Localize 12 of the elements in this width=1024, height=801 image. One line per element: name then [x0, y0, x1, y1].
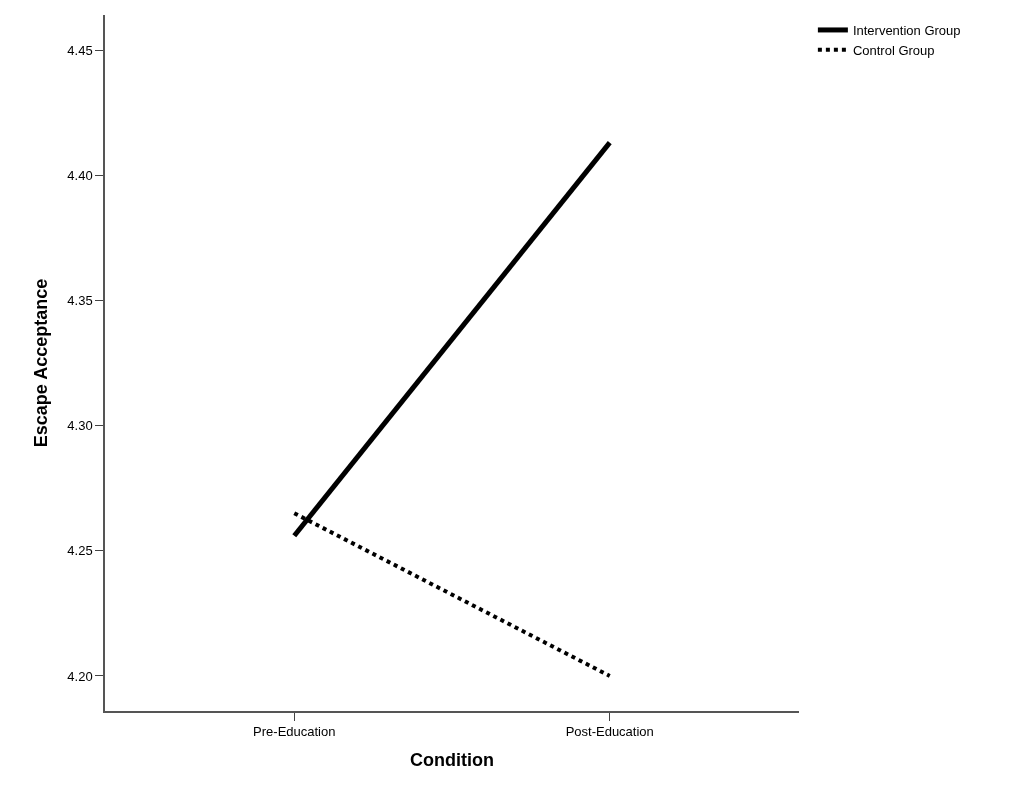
y-axis-title: Escape Acceptance	[31, 278, 52, 448]
y-tick-label: 4.25	[67, 543, 93, 559]
x-tick-label: Post-Education	[565, 724, 654, 740]
x-axis-title: Condition	[410, 749, 494, 770]
y-tick-label: 4.45	[67, 42, 93, 58]
legend-label: Control Group	[852, 42, 935, 58]
legend-label: Intervention Group	[852, 23, 961, 39]
y-tick-label: 4.35	[67, 292, 93, 308]
x-tick-label: Pre-Education	[253, 724, 336, 740]
y-tick-label: 4.40	[67, 167, 93, 183]
y-tick-label: 4.20	[67, 668, 93, 684]
y-tick-label: 4.30	[67, 418, 93, 434]
